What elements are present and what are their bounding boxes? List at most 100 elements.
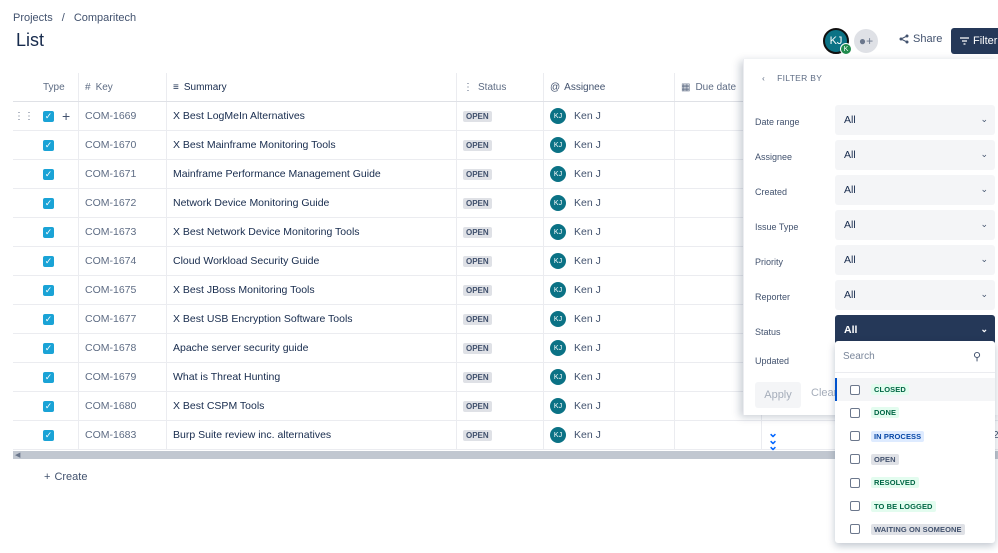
status-option[interactable]: OPEN bbox=[835, 448, 995, 471]
status-cell[interactable]: OPEN bbox=[457, 131, 544, 159]
due-date-cell[interactable] bbox=[675, 421, 762, 449]
assignee-cell[interactable]: KJ Ken J bbox=[544, 305, 675, 333]
drag-handle-icon[interactable] bbox=[13, 421, 35, 449]
assignee-cell[interactable]: KJ Ken J bbox=[544, 247, 675, 275]
assignee-cell[interactable]: KJ Ken J bbox=[544, 131, 675, 159]
row-checkbox-icon[interactable]: ✓ bbox=[43, 284, 54, 296]
assignee-cell[interactable]: KJ Ken J bbox=[544, 421, 675, 449]
table-row[interactable]: ✓ COM-1671 Mainframe Performance Managemen… bbox=[13, 160, 998, 189]
row-checkbox-icon[interactable]: ✓ bbox=[43, 400, 54, 412]
row-checkbox-icon[interactable]: ✓ bbox=[43, 168, 54, 180]
status-cell[interactable]: OPEN bbox=[457, 392, 544, 420]
drag-handle-icon[interactable] bbox=[13, 189, 35, 217]
filter-select[interactable]: All ⌄ bbox=[835, 175, 995, 205]
issue-key[interactable]: COM-1679 bbox=[79, 363, 167, 391]
issue-summary[interactable]: X Best JBoss Monitoring Tools bbox=[167, 276, 457, 304]
issue-summary[interactable]: Mainframe Performance Management Guide bbox=[167, 160, 457, 188]
row-checkbox-icon[interactable]: ✓ bbox=[43, 110, 54, 122]
option-checkbox[interactable] bbox=[850, 524, 860, 535]
table-row[interactable]: ✓ COM-1674 Cloud Workload Security Guide OP… bbox=[13, 247, 998, 276]
issue-summary[interactable]: Network Device Monitoring Guide bbox=[167, 189, 457, 217]
issue-key[interactable]: COM-1674 bbox=[79, 247, 167, 275]
status-option[interactable]: DONE bbox=[835, 401, 995, 424]
issue-key[interactable]: COM-1671 bbox=[79, 160, 167, 188]
back-chevron-icon[interactable]: ‹ bbox=[762, 73, 766, 83]
add-people-button[interactable]: ●+ bbox=[854, 29, 878, 53]
option-checkbox[interactable] bbox=[850, 384, 860, 395]
status-cell[interactable]: OPEN bbox=[457, 218, 544, 246]
status-option[interactable]: IN PROCESS bbox=[835, 425, 995, 448]
create-button[interactable]: + Create bbox=[44, 471, 87, 483]
issue-key[interactable]: COM-1677 bbox=[79, 305, 167, 333]
assignee-cell[interactable]: KJ Ken J bbox=[544, 189, 675, 217]
status-option[interactable]: TO BE LOGGED bbox=[835, 495, 995, 518]
status-cell[interactable]: OPEN bbox=[457, 334, 544, 362]
issue-key[interactable]: COM-1683 bbox=[79, 421, 167, 449]
assignee-cell[interactable]: KJ Ken J bbox=[544, 160, 675, 188]
drag-handle-icon[interactable] bbox=[13, 218, 35, 246]
column-summary[interactable]: ≡ Summary bbox=[167, 73, 457, 101]
assignee-cell[interactable]: KJ Ken J bbox=[544, 334, 675, 362]
row-checkbox-icon[interactable]: ✓ bbox=[43, 197, 54, 209]
filter-select[interactable]: All ⌄ bbox=[835, 140, 995, 170]
filter-button[interactable]: Filter bbox=[951, 28, 998, 54]
row-checkbox-icon[interactable]: ✓ bbox=[43, 226, 54, 238]
status-cell[interactable]: OPEN bbox=[457, 102, 544, 130]
table-row[interactable]: ✓ COM-1679 What is Threat Hunting OPEN KJ Ken… bbox=[13, 363, 998, 392]
column-status[interactable]: ⋮ Status bbox=[457, 73, 544, 101]
drag-handle-icon[interactable]: ⋮⋮ bbox=[14, 110, 34, 122]
apply-button[interactable]: Apply bbox=[755, 382, 801, 408]
row-checkbox-icon[interactable]: ✓ bbox=[43, 313, 54, 325]
issue-summary[interactable]: X Best Mainframe Monitoring Tools bbox=[167, 131, 457, 159]
status-search-input[interactable]: Search ⚲ bbox=[835, 341, 995, 373]
drag-handle-icon[interactable] bbox=[13, 305, 35, 333]
option-checkbox[interactable] bbox=[850, 501, 860, 511]
row-checkbox-icon[interactable]: ✓ bbox=[43, 139, 54, 151]
status-option[interactable]: RESOLVED bbox=[835, 471, 995, 494]
status-cell[interactable]: OPEN bbox=[457, 160, 544, 188]
table-row[interactable]: ✓ COM-1677 X Best USB Encryption Software … bbox=[13, 305, 998, 334]
column-type[interactable]: Type bbox=[35, 73, 79, 101]
filter-select[interactable]: All ⌄ bbox=[835, 105, 995, 135]
row-checkbox-icon[interactable]: ✓ bbox=[43, 342, 54, 354]
filter-select[interactable]: All ⌄ bbox=[835, 210, 995, 240]
add-child-icon[interactable]: + bbox=[62, 108, 71, 124]
issue-summary[interactable]: Apache server security guide bbox=[167, 334, 457, 362]
option-checkbox[interactable] bbox=[850, 454, 860, 465]
status-cell[interactable]: OPEN bbox=[457, 421, 544, 449]
column-assignee[interactable]: @ Assignee bbox=[544, 73, 675, 101]
issue-key[interactable]: COM-1673 bbox=[79, 218, 167, 246]
status-cell[interactable]: OPEN bbox=[457, 189, 544, 217]
breadcrumb-project[interactable]: Comparitech bbox=[73, 12, 137, 24]
filter-select[interactable]: All ⌄ bbox=[835, 245, 995, 275]
issue-key[interactable]: COM-1680 bbox=[79, 392, 167, 420]
status-cell[interactable]: OPEN bbox=[457, 363, 544, 391]
table-row[interactable]: ✓ COM-1673 X Best Network Device Monitorin… bbox=[13, 218, 998, 247]
clear-button[interactable]: Clear bbox=[811, 387, 838, 399]
issue-key[interactable]: COM-1669 bbox=[79, 102, 167, 130]
filter-select[interactable]: All ⌄ bbox=[835, 315, 995, 345]
issue-summary[interactable]: X Best USB Encryption Software Tools bbox=[167, 305, 457, 333]
drag-handle-icon[interactable] bbox=[13, 392, 35, 420]
row-checkbox-icon[interactable]: ✓ bbox=[43, 429, 54, 441]
table-row[interactable]: ✓ COM-1683 Burp Suite review inc. alternat… bbox=[13, 421, 998, 450]
option-checkbox[interactable] bbox=[850, 477, 860, 488]
issue-key[interactable]: COM-1670 bbox=[79, 131, 167, 159]
drag-handle-icon[interactable] bbox=[13, 334, 35, 362]
assignee-cell[interactable]: KJ Ken J bbox=[544, 276, 675, 304]
drag-handle-icon[interactable] bbox=[13, 363, 35, 391]
drag-handle-icon[interactable] bbox=[13, 247, 35, 275]
status-cell[interactable]: OPEN bbox=[457, 305, 544, 333]
column-key[interactable]: # Key bbox=[79, 73, 167, 101]
issue-summary[interactable]: X Best CSPM Tools bbox=[167, 392, 457, 420]
table-row[interactable]: ✓ COM-1678 Apache server security guide OPE… bbox=[13, 334, 998, 363]
user-avatar[interactable]: KJ bbox=[823, 28, 849, 54]
issue-key[interactable]: COM-1675 bbox=[79, 276, 167, 304]
scroll-left-icon[interactable]: ◀ bbox=[15, 452, 21, 459]
status-cell[interactable]: OPEN bbox=[457, 276, 544, 304]
issue-summary[interactable]: Burp Suite review inc. alternatives bbox=[167, 421, 457, 449]
drag-handle-icon[interactable] bbox=[13, 131, 35, 159]
table-row[interactable]: ✓ COM-1675 X Best JBoss Monitoring Tools OP… bbox=[13, 276, 998, 305]
assignee-cell[interactable]: KJ Ken J bbox=[544, 218, 675, 246]
table-row[interactable]: ⋮⋮ ✓ + COM-1669 X Best LogMeIn Alternatives O… bbox=[13, 102, 998, 131]
